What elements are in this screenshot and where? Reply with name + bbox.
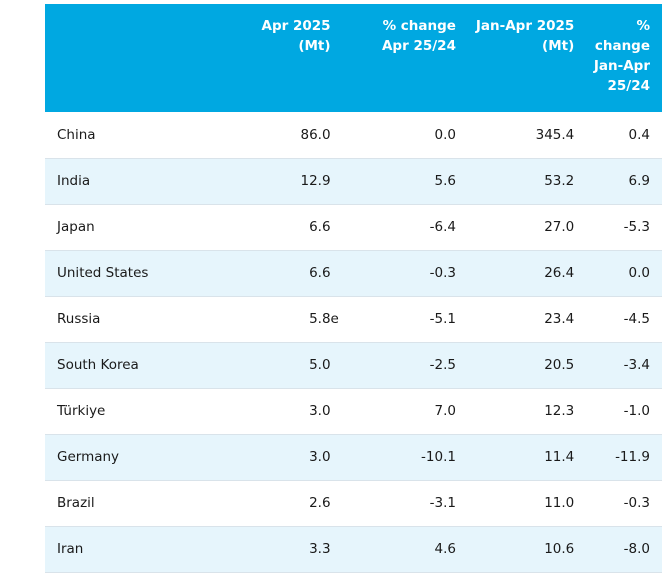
cell-pct-change-jan-apr: -8.0 [623,541,650,557]
cell-pct-change-jan-apr: -1.0 [623,403,650,419]
cell-pct-change-jan-apr: 6.9 [628,173,650,189]
cell-estimate-flag: e [330,311,339,327]
table-row: United States 6.6 -0.3 26.4 0.0 [45,250,662,296]
table-row: Germany 3.0 -10.1 11.4 -11.9 [45,434,662,480]
cell-estimate-flag [331,250,355,296]
header-jan-apr-2025: Jan-Apr 2025 (Mt) [475,18,575,54]
cell-jan-apr-2025: 12.3 [544,403,575,419]
cell-apr-2025: 2.6 [309,495,331,511]
cell-estimate-flag [331,112,355,158]
cell-country: Germany [57,449,120,465]
cell-pct-change-apr: -10.1 [421,449,456,465]
table-row: Türkiye 3.0 7.0 12.3 -1.0 [45,388,662,434]
cell-jan-apr-2025: 20.5 [544,357,575,373]
header-country [45,4,198,112]
cell-country: Russia [57,311,101,327]
cell-apr-2025: 3.0 [309,403,331,419]
cell-country: Japan [57,219,95,235]
cell-pct-change-apr: -2.5 [429,357,456,373]
cell-pct-change-apr: 5.6 [434,173,456,189]
cell-pct-change-jan-apr: 0.0 [628,265,650,281]
cell-jan-apr-2025: 345.4 [535,126,575,143]
cell-apr-2025: 6.6 [309,219,331,235]
cell-estimate-flag [331,434,355,480]
cell-apr-2025: 5.8 [309,311,331,327]
cell-pct-change-apr: 0.0 [434,126,456,143]
cell-apr-2025: 86.0 [300,126,331,143]
cell-country: Iran [57,541,84,557]
cell-jan-apr-2025: 27.0 [544,219,575,235]
cell-pct-change-apr: -5.1 [429,311,456,327]
cell-apr-2025: 6.6 [309,265,331,281]
steel-production-table: Apr 2025 (Mt) % change Apr 25/24 Jan-Apr… [45,4,662,573]
cell-estimate-flag [331,342,355,388]
cell-country: China [57,126,96,143]
cell-estimate-flag [331,388,355,434]
cell-apr-2025: 5.0 [309,357,331,373]
table-body: China 86.0 0.0 345.4 0.4 India 12.9 5.6 53.2 6.9 J… [45,112,662,572]
table-row: Brazil 2.6 -3.1 11.0 -0.3 [45,480,662,526]
cell-pct-change-jan-apr: -3.4 [623,357,650,373]
cell-estimate-flag [331,526,355,572]
cell-jan-apr-2025: 11.0 [544,495,575,511]
cell-pct-change-jan-apr: -0.3 [623,495,650,511]
table-row: Japan 6.6 -6.4 27.0 -5.3 [45,204,662,250]
cell-pct-change-apr: -3.1 [429,495,456,511]
cell-pct-change-jan-apr: -4.5 [623,311,650,327]
cell-estimate-flag [331,204,355,250]
cell-apr-2025: 3.3 [309,541,331,557]
steel-production-table-container: Apr 2025 (Mt) % change Apr 25/24 Jan-Apr… [45,4,662,573]
cell-apr-2025: 3.0 [309,449,331,465]
cell-jan-apr-2025: 23.4 [544,311,575,327]
header-apr-2025: Apr 2025 (Mt) [261,18,331,54]
cell-pct-change-apr: -6.4 [429,219,456,235]
cell-jan-apr-2025: 26.4 [544,265,575,281]
cell-country: Türkiye [57,403,106,419]
cell-pct-change-jan-apr: -5.3 [623,219,650,235]
cell-jan-apr-2025: 11.4 [544,449,575,465]
cell-country: South Korea [57,357,139,373]
cell-pct-change-apr: -0.3 [429,265,456,281]
table-header: Apr 2025 (Mt) % change Apr 25/24 Jan-Apr… [45,4,662,112]
table-row: China 86.0 0.0 345.4 0.4 [45,112,662,158]
header-pct-change-jan-apr: % change Jan-Apr 25/24 [593,18,650,94]
header-flag-spacer [331,4,355,112]
cell-pct-change-apr: 7.0 [434,403,456,419]
header-pct-change-apr: % change Apr 25/24 [381,18,456,54]
cell-apr-2025: 12.9 [300,173,331,189]
cell-pct-change-jan-apr: 0.4 [628,126,650,143]
cell-estimate-flag [331,480,355,526]
cell-country: Brazil [57,495,95,511]
cell-estimate-flag [331,158,355,204]
table-row: India 12.9 5.6 53.2 6.9 [45,158,662,204]
cell-jan-apr-2025: 53.2 [544,173,575,189]
table-row: South Korea 5.0 -2.5 20.5 -3.4 [45,342,662,388]
cell-pct-change-jan-apr: -11.9 [615,449,650,465]
cell-country: India [57,173,91,189]
table-row: Russia 5.8 e -5.1 23.4 -4.5 [45,296,662,342]
cell-jan-apr-2025: 10.6 [544,541,575,557]
cell-pct-change-apr: 4.6 [434,541,456,557]
table-row: Iran 3.3 4.6 10.6 -8.0 [45,526,662,572]
cell-country: United States [57,265,149,281]
header-row: Apr 2025 (Mt) % change Apr 25/24 Jan-Apr… [45,4,662,112]
